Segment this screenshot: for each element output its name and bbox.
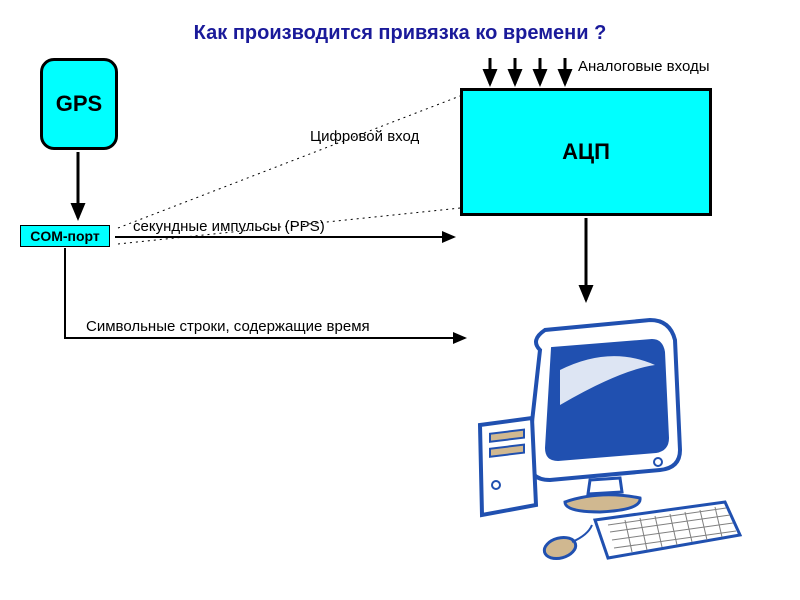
adc-label: АЦП (562, 139, 610, 165)
analog-inputs-label: Аналоговые входы (578, 58, 709, 75)
pps-label: секундные импульсы (PPS) (133, 218, 325, 235)
dotted-line-upper (118, 96, 460, 228)
digital-input-label: Цифровой вход (310, 128, 419, 145)
time-strings-label: Символьные строки, содержащие время (86, 318, 370, 335)
adc-box: АЦП (460, 88, 712, 216)
com-port-box: COM-порт (20, 225, 110, 247)
gps-label: GPS (56, 91, 102, 117)
computer-icon (480, 320, 740, 562)
com-port-label: COM-порт (30, 228, 100, 244)
diagram-title: Как производится привязка ко времени ? (0, 22, 800, 45)
gps-box: GPS (40, 58, 118, 150)
